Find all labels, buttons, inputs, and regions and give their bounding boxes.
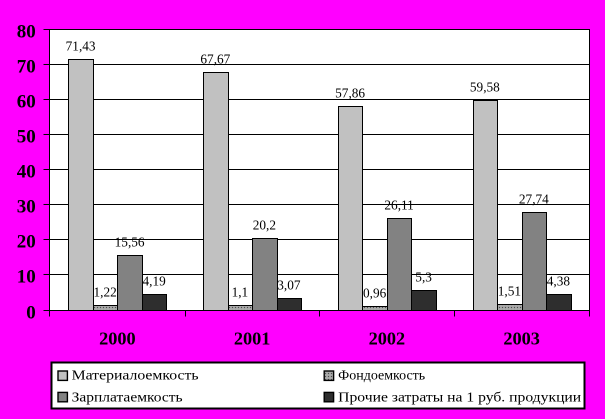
svg-text:2001: 2001 bbox=[234, 328, 271, 348]
svg-text:20,2: 20,2 bbox=[253, 218, 276, 233]
svg-text:1,22: 1,22 bbox=[93, 285, 116, 300]
svg-text:1,1: 1,1 bbox=[232, 285, 249, 300]
svg-text:Фондоемкость: Фондоемкость bbox=[338, 368, 425, 383]
svg-text:30: 30 bbox=[17, 196, 36, 217]
svg-text:15,56: 15,56 bbox=[115, 235, 145, 250]
svg-text:1,51: 1,51 bbox=[498, 284, 521, 299]
svg-text:40: 40 bbox=[17, 161, 36, 182]
svg-text:3,07: 3,07 bbox=[277, 278, 301, 293]
svg-text:26,11: 26,11 bbox=[384, 198, 413, 213]
svg-text:27,74: 27,74 bbox=[519, 192, 549, 207]
svg-text:57,86: 57,86 bbox=[335, 86, 365, 101]
svg-text:71,43: 71,43 bbox=[66, 39, 96, 54]
svg-text:50: 50 bbox=[17, 126, 36, 147]
svg-text:80: 80 bbox=[17, 21, 36, 42]
svg-text:Зарплатаемкость: Зарплатаемкость bbox=[72, 390, 183, 405]
svg-text:59,58: 59,58 bbox=[470, 80, 500, 95]
svg-text:5,3: 5,3 bbox=[415, 270, 432, 285]
svg-text:67,67: 67,67 bbox=[200, 52, 230, 67]
svg-text:Материалоемкость: Материалоемкость bbox=[72, 368, 199, 383]
svg-text:10: 10 bbox=[17, 266, 36, 287]
svg-text:20: 20 bbox=[17, 231, 36, 252]
svg-text:60: 60 bbox=[17, 91, 36, 112]
svg-text:4,19: 4,19 bbox=[142, 274, 166, 289]
svg-text:2000: 2000 bbox=[99, 328, 136, 348]
svg-text:2003: 2003 bbox=[503, 328, 540, 348]
svg-text:70: 70 bbox=[17, 56, 36, 77]
svg-text:0: 0 bbox=[26, 302, 36, 323]
svg-text:2002: 2002 bbox=[369, 328, 406, 348]
svg-text:0,96: 0,96 bbox=[363, 286, 387, 301]
svg-text:Прочие затраты на 1 руб. проду: Прочие затраты на 1 руб. продукции bbox=[338, 390, 581, 405]
svg-text:4,38: 4,38 bbox=[547, 274, 571, 289]
